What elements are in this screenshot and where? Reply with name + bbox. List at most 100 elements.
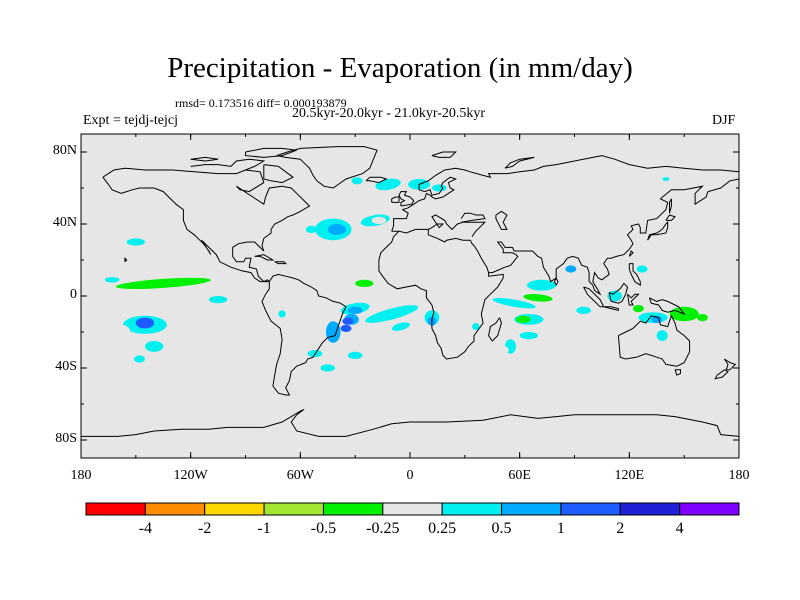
coastline xyxy=(254,254,275,261)
coastline xyxy=(102,176,270,283)
period-subtitle: 20.5kyr-20.0kyr - 21.0kyr-20.5kyr xyxy=(292,106,486,121)
coastline xyxy=(608,282,629,304)
coastline xyxy=(245,147,297,158)
colorbar-label: -0.5 xyxy=(310,520,337,537)
anomaly-region xyxy=(351,177,363,185)
lat-label: 80S xyxy=(55,431,77,446)
coastline xyxy=(460,212,486,223)
anomaly-region xyxy=(715,314,734,322)
coastline xyxy=(190,158,266,171)
anomaly-region xyxy=(662,177,670,181)
coastline xyxy=(647,220,669,241)
coastline xyxy=(391,155,739,232)
lon-label: 180 xyxy=(728,468,750,483)
coastline xyxy=(495,210,508,230)
anomaly-region xyxy=(576,306,591,314)
anomaly-region xyxy=(497,173,506,178)
anomaly-region xyxy=(526,279,557,291)
coastline xyxy=(190,156,219,162)
season-label: DJF xyxy=(712,113,736,128)
coastline xyxy=(124,256,128,263)
anomaly-region xyxy=(632,294,663,309)
anomaly-region xyxy=(516,315,531,323)
anomaly-region xyxy=(342,317,354,325)
anomaly-region xyxy=(115,277,211,289)
anomaly-region xyxy=(234,294,257,305)
anomaly-region xyxy=(559,186,571,190)
coastline xyxy=(628,250,634,257)
coastline xyxy=(583,286,605,308)
anomaly-region xyxy=(327,224,347,235)
anomaly-region xyxy=(501,346,509,354)
coastline xyxy=(428,214,487,237)
coastline xyxy=(261,273,347,396)
coastline xyxy=(391,196,400,203)
lon-label: 120W xyxy=(173,468,208,483)
anomaly-region xyxy=(492,297,536,309)
anomaly-region xyxy=(347,306,363,314)
coastline xyxy=(674,369,681,376)
colorbar-swatch xyxy=(382,502,443,516)
coastline xyxy=(603,306,619,312)
anomaly-region xyxy=(347,148,356,152)
colorbar-label: -2 xyxy=(198,520,212,537)
colorbar-label: 1 xyxy=(556,520,565,537)
colorbar-label: 0.25 xyxy=(428,520,457,537)
anomaly-region xyxy=(176,198,188,206)
coastline xyxy=(263,164,294,184)
anomaly-region xyxy=(391,322,410,331)
colorbar-label: -4 xyxy=(138,520,153,537)
anomaly-region xyxy=(355,279,374,287)
anomaly-region xyxy=(565,265,577,273)
anomaly-region xyxy=(473,303,493,318)
coastline xyxy=(714,369,729,380)
anomaly-region xyxy=(126,238,145,246)
anomaly-region xyxy=(519,332,538,340)
colorbar-swatch xyxy=(85,502,146,516)
lat-label: 0 xyxy=(70,287,77,302)
coastline xyxy=(274,261,287,265)
anomaly-region xyxy=(134,355,145,363)
anomaly-region xyxy=(305,225,317,233)
anomaly-region xyxy=(636,265,648,273)
colorbar-swatch xyxy=(560,502,621,516)
coastline xyxy=(276,146,378,189)
coastline xyxy=(669,198,672,214)
colorbar-label: 0.5 xyxy=(491,520,512,537)
lon-label: 180 xyxy=(70,468,92,483)
anomaly-region xyxy=(523,293,553,302)
lon-label: 60E xyxy=(508,468,531,483)
colorbar-label: 4 xyxy=(675,520,684,537)
anomaly-region xyxy=(365,305,419,323)
coastline xyxy=(648,297,686,316)
lat-label: 80N xyxy=(52,143,77,158)
colorbar xyxy=(85,502,740,516)
anomaly-region xyxy=(285,332,297,340)
anomaly-region xyxy=(208,296,228,304)
colorbar-swatch xyxy=(441,502,503,516)
coastline xyxy=(723,358,737,371)
coastline xyxy=(628,263,641,287)
anomaly-region xyxy=(461,296,473,304)
anomaly-region xyxy=(148,364,160,372)
lat-label: 40N xyxy=(52,215,77,230)
coastline xyxy=(665,214,676,221)
anomaly-region xyxy=(104,277,120,283)
lon-label: 0 xyxy=(406,468,414,483)
anomaly-region xyxy=(278,310,286,318)
anomaly-region xyxy=(112,324,131,340)
anomaly-region xyxy=(673,342,685,350)
anomaly-region xyxy=(696,314,708,322)
plot-title: Precipitation - Evaporation (in mm/day) xyxy=(167,52,633,84)
anomaly-region xyxy=(285,297,315,309)
colorbar-label: -0.25 xyxy=(366,520,400,537)
lon-label: 120E xyxy=(614,468,645,483)
anomaly-region xyxy=(340,324,352,332)
coastline xyxy=(504,156,535,169)
anomaly-region xyxy=(656,330,668,341)
coastline xyxy=(398,191,415,207)
colorbar-swatch xyxy=(204,502,265,516)
lat-label: 40S xyxy=(55,359,77,374)
coastline xyxy=(391,178,739,296)
